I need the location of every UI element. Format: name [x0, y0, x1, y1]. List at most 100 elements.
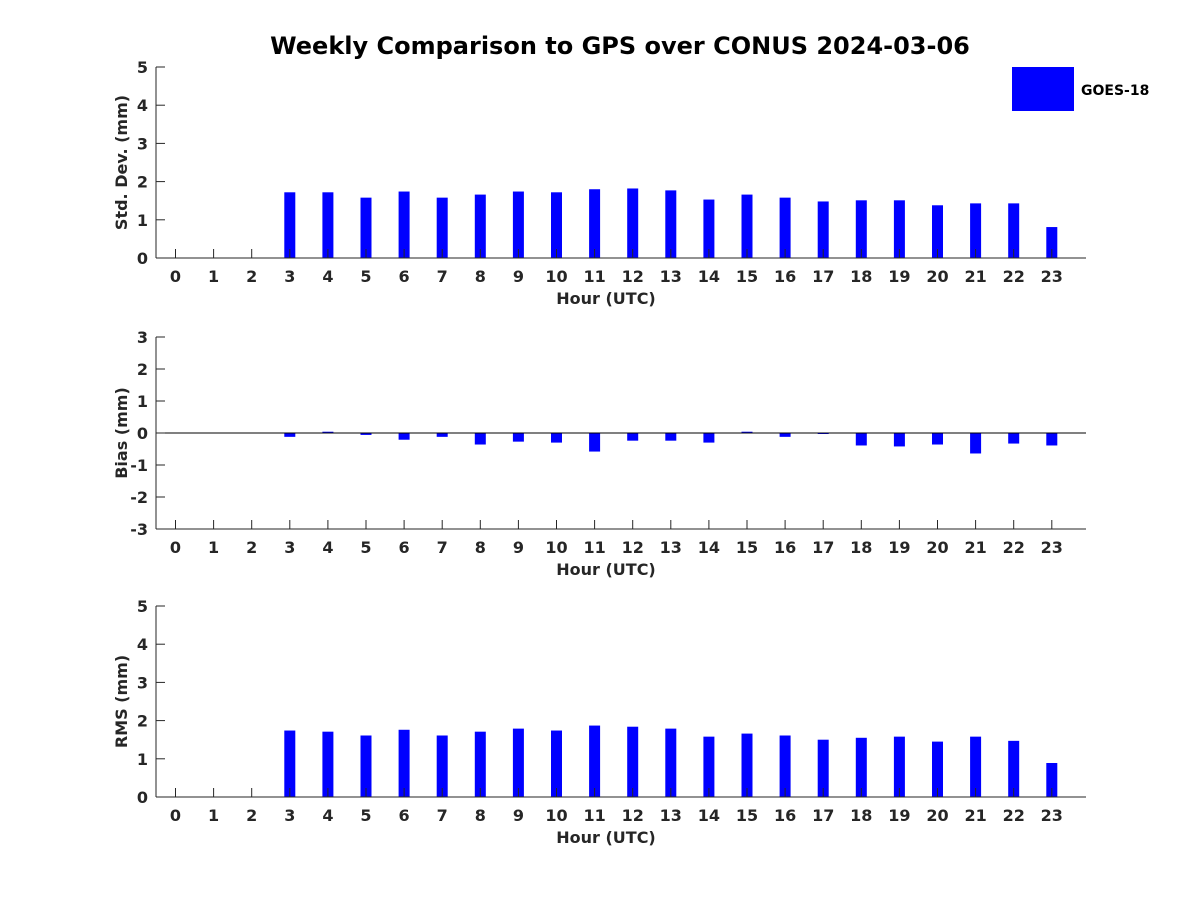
bar-20: [932, 205, 943, 258]
bar-18: [855, 737, 867, 797]
x-tick-label: 21: [964, 806, 986, 825]
bar-16: [779, 433, 791, 437]
bar-21: [970, 433, 982, 454]
x-tick-label: 19: [888, 806, 910, 825]
x-tick-label: 19: [888, 538, 910, 557]
legend: GOES-18: [1012, 67, 1149, 111]
x-tick-label: 0: [170, 806, 181, 825]
x-tick-label: 22: [1003, 267, 1025, 286]
bar-11: [589, 725, 601, 797]
bar-20: [932, 433, 943, 445]
x-tick-label: 10: [545, 806, 567, 825]
y-tick-label: 5: [137, 597, 148, 616]
bar-6: [398, 191, 410, 258]
bar-11: [589, 433, 601, 452]
x-tick-label: 17: [812, 538, 834, 557]
bar-12: [627, 433, 639, 441]
x-tick-label: 12: [622, 267, 644, 286]
y-tick-label: 4: [137, 96, 148, 115]
x-tick-label: 17: [812, 267, 834, 286]
x-axis-label: Hour (UTC): [556, 828, 656, 847]
x-tick-label: 3: [284, 267, 295, 286]
x-tick-label: 14: [698, 806, 720, 825]
bar-23: [1046, 227, 1058, 258]
x-tick-label: 15: [736, 806, 758, 825]
x-tick-label: 7: [437, 806, 448, 825]
x-tick-label: 1: [208, 267, 219, 286]
x-tick-label: 14: [698, 267, 720, 286]
x-tick-label: 7: [437, 267, 448, 286]
x-tick-label: 23: [1041, 806, 1063, 825]
bar-18: [855, 200, 867, 258]
y-tick-label: 0: [137, 249, 148, 268]
bar-16: [779, 735, 791, 797]
y-tick-label: 1: [137, 392, 148, 411]
bar-10: [551, 730, 562, 797]
x-tick-label: 4: [322, 267, 333, 286]
bar-9: [512, 191, 524, 258]
bar-6: [398, 729, 410, 797]
y-tick-label: 3: [137, 134, 148, 153]
bar-8: [474, 194, 486, 258]
bar-4: [322, 192, 334, 258]
x-tick-label: 18: [850, 267, 872, 286]
bar-7: [436, 197, 448, 258]
bar-6: [398, 433, 410, 440]
x-tick-label: 12: [622, 806, 644, 825]
x-tick-label: 1: [208, 538, 219, 557]
bar-7: [436, 433, 448, 437]
bar-9: [512, 433, 524, 442]
x-tick-label: 2: [246, 538, 257, 557]
chart-title: Weekly Comparison to GPS over CONUS 2024…: [270, 32, 970, 60]
x-tick-label: 15: [736, 538, 758, 557]
legend-swatch: [1012, 67, 1074, 111]
y-tick-label: 0: [137, 424, 148, 443]
y-tick-label: 0: [137, 788, 148, 807]
x-tick-label: 21: [964, 538, 986, 557]
y-tick-label: 2: [137, 173, 148, 192]
x-tick-label: 23: [1041, 267, 1063, 286]
x-tick-label: 6: [399, 538, 410, 557]
bar-8: [474, 433, 486, 445]
x-tick-label: 21: [964, 267, 986, 286]
x-tick-label: 16: [774, 806, 796, 825]
bar-13: [665, 433, 677, 441]
bar-5: [360, 433, 372, 435]
bar-19: [893, 736, 905, 797]
x-tick-label: 13: [660, 267, 682, 286]
x-tick-label: 14: [698, 538, 720, 557]
x-tick-label: 5: [360, 806, 371, 825]
bar-4: [322, 431, 334, 433]
y-tick-label: 3: [137, 673, 148, 692]
x-tick-label: 10: [545, 267, 567, 286]
bar-7: [436, 735, 448, 797]
bar-22: [1008, 203, 1020, 258]
bar-5: [360, 735, 372, 797]
x-tick-label: 8: [475, 267, 486, 286]
y-axis-label: RMS (mm): [112, 655, 131, 748]
x-tick-label: 1: [208, 806, 219, 825]
bar-10: [551, 433, 562, 443]
bar-15: [741, 194, 753, 258]
bar-5: [360, 197, 372, 258]
x-tick-label: 0: [170, 538, 181, 557]
x-tick-label: 13: [660, 538, 682, 557]
bar-23: [1046, 433, 1058, 446]
y-tick-label: -2: [130, 488, 148, 507]
bar-14: [703, 199, 715, 258]
x-tick-label: 8: [475, 806, 486, 825]
x-tick-label: 0: [170, 267, 181, 286]
x-tick-label: 22: [1003, 806, 1025, 825]
y-axis-label: Bias (mm): [112, 387, 131, 479]
bar-22: [1008, 740, 1020, 797]
bar-4: [322, 731, 334, 797]
x-tick-label: 6: [399, 267, 410, 286]
bar-22: [1008, 433, 1020, 444]
bar-20: [932, 741, 943, 797]
x-tick-label: 20: [926, 267, 948, 286]
